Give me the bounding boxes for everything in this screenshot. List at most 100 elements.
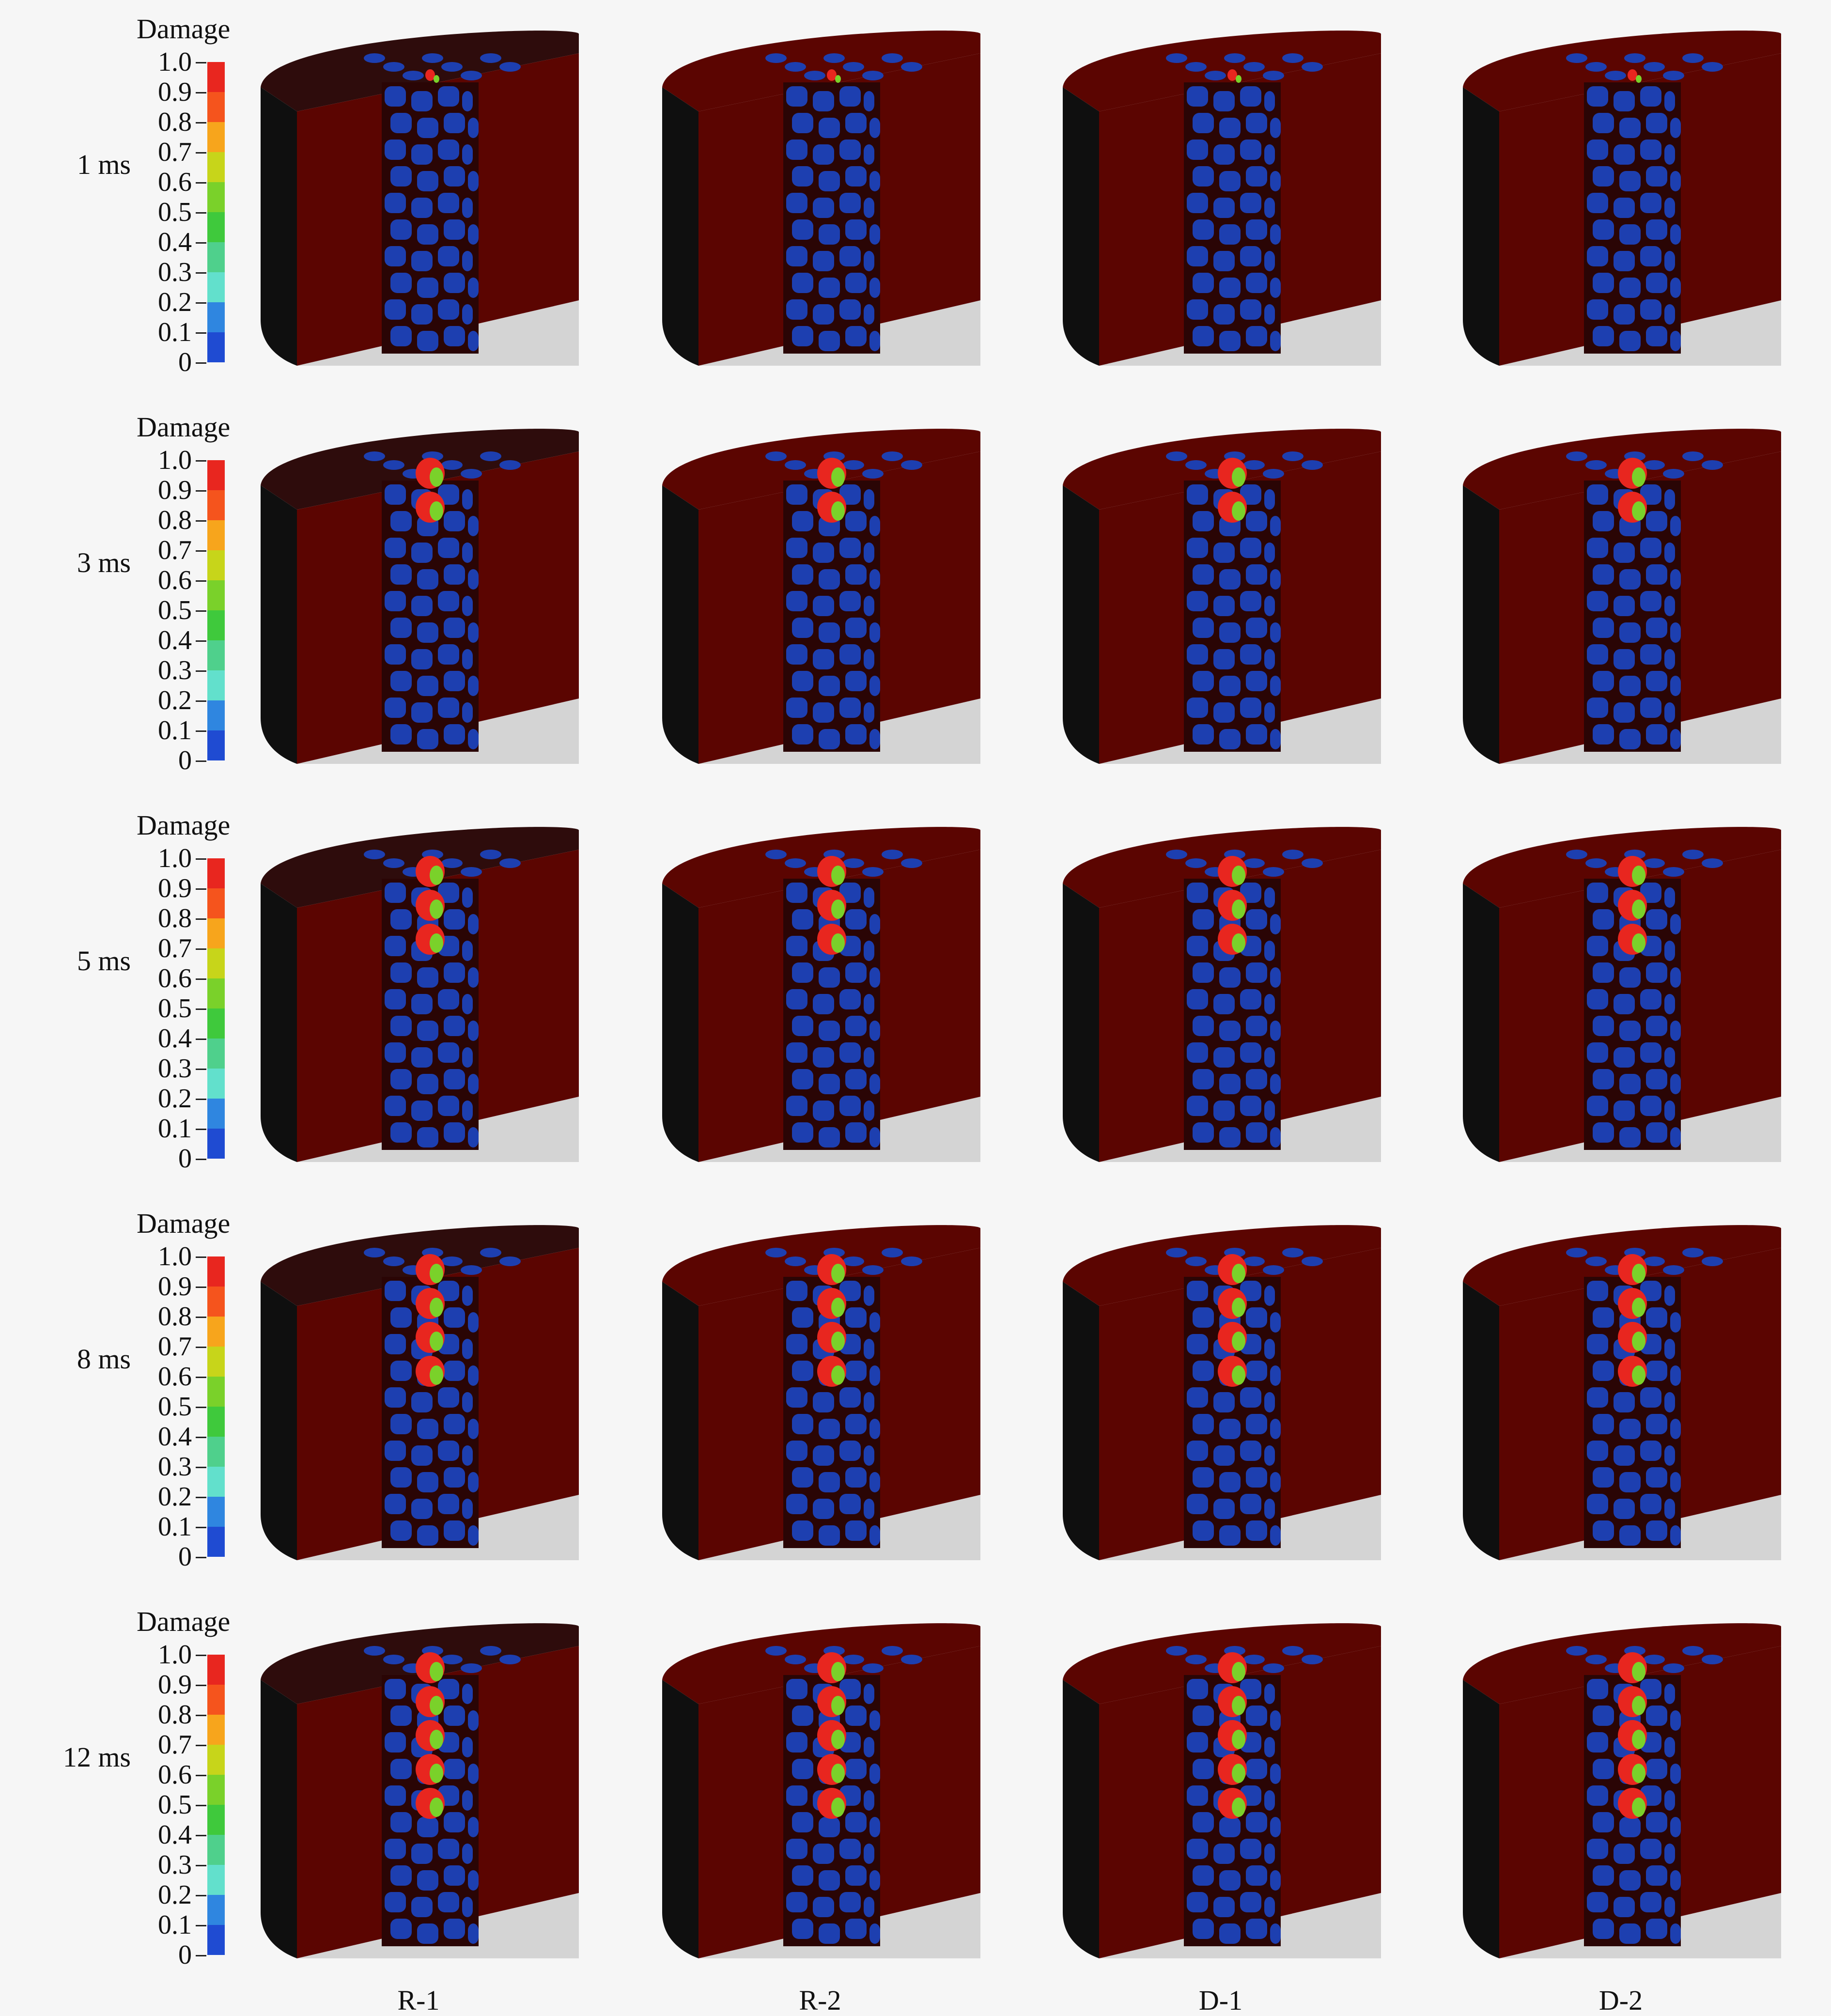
aggregate-particle bbox=[1670, 118, 1681, 138]
aggregate-particle bbox=[864, 1844, 874, 1864]
colorbar-tick-mark bbox=[196, 490, 206, 492]
aggregate-particle bbox=[1644, 62, 1665, 72]
damage-green bbox=[1236, 75, 1241, 83]
colorbar-segment bbox=[207, 888, 225, 918]
aggregate-particle bbox=[813, 251, 834, 271]
damage-green bbox=[831, 1764, 845, 1783]
damage-green bbox=[434, 75, 439, 83]
aggregate-particle bbox=[1664, 1392, 1675, 1412]
aggregate-particle bbox=[1670, 1312, 1681, 1333]
aggregate-particle bbox=[882, 53, 903, 63]
aggregate-particle bbox=[1193, 273, 1214, 293]
colorbar-tick-label: 0.9 bbox=[158, 1670, 192, 1700]
aggregate-particle bbox=[1619, 569, 1641, 589]
colorbar-segment bbox=[207, 92, 225, 122]
aggregate-particle bbox=[462, 304, 473, 325]
aggregate-particle bbox=[819, 622, 840, 643]
aggregate-particle bbox=[385, 1732, 406, 1752]
aggregate-particle bbox=[1264, 198, 1275, 218]
simulation-panel bbox=[258, 825, 579, 1162]
aggregate-particle bbox=[1240, 299, 1261, 320]
damage-zone bbox=[416, 458, 445, 523]
colorbar-tick-mark bbox=[196, 1775, 206, 1776]
aggregate-particle bbox=[462, 251, 473, 271]
aggregate-particle bbox=[468, 729, 479, 749]
colorbar-tick-label: 0.2 bbox=[158, 1084, 192, 1114]
colorbar-tick-label: 0.3 bbox=[158, 1054, 192, 1084]
aggregate-particle bbox=[1240, 698, 1261, 718]
aggregate-particle bbox=[786, 1334, 807, 1354]
aggregate-particle bbox=[1593, 1414, 1614, 1434]
aggregate-particle bbox=[1670, 1419, 1681, 1439]
aggregate-particle bbox=[1246, 1361, 1267, 1381]
aggregate-particle bbox=[845, 724, 867, 744]
aggregate-particle bbox=[1614, 702, 1635, 723]
aggregate-particle bbox=[765, 1248, 787, 1257]
aggregate-particle bbox=[819, 171, 840, 191]
aggregate-particle bbox=[438, 1839, 459, 1859]
aggregate-particle bbox=[869, 914, 880, 934]
aggregate-particle bbox=[1682, 1248, 1704, 1257]
aggregate-particle bbox=[499, 858, 521, 868]
aggregate-particle bbox=[1682, 451, 1704, 461]
colorbar-segment bbox=[207, 1685, 225, 1715]
aggregate-particle bbox=[385, 538, 406, 558]
aggregate-particle bbox=[1664, 91, 1675, 111]
aggregate-particle bbox=[864, 1392, 874, 1412]
colorbar-tick-label: 0.8 bbox=[158, 1302, 192, 1332]
panel-render bbox=[1463, 1623, 1781, 1958]
aggregate-particle bbox=[385, 484, 406, 505]
colorbar-segment bbox=[207, 640, 225, 670]
aggregate-particle bbox=[1646, 1467, 1667, 1488]
panel-render bbox=[1463, 429, 1781, 764]
aggregate-particle bbox=[385, 1494, 406, 1514]
aggregate-particle bbox=[411, 304, 433, 325]
aggregate-particle bbox=[385, 1892, 406, 1912]
aggregate-particle bbox=[786, 140, 807, 160]
damage-green bbox=[1632, 1264, 1645, 1283]
aggregate-particle bbox=[864, 198, 874, 218]
simulation-panel bbox=[660, 1224, 980, 1560]
colorbar-tick-label: 0.2 bbox=[158, 1482, 192, 1512]
aggregate-particle bbox=[1593, 113, 1614, 133]
aggregate-particle bbox=[1219, 622, 1241, 643]
aggregate-particle bbox=[1593, 326, 1614, 346]
aggregate-particle bbox=[1193, 1414, 1214, 1434]
aggregate-particle bbox=[1619, 1817, 1641, 1837]
aggregate-particle bbox=[444, 113, 465, 133]
aggregate-particle bbox=[1664, 649, 1675, 669]
aggregate-particle bbox=[468, 1525, 479, 1546]
curved-side bbox=[261, 1282, 297, 1560]
aggregate-particle bbox=[1213, 994, 1235, 1014]
aggregate-particle bbox=[383, 460, 404, 470]
aggregate-particle bbox=[1664, 887, 1675, 908]
damage-green bbox=[831, 1298, 845, 1317]
colorbar-tick-label: 0.5 bbox=[158, 197, 192, 227]
aggregate-particle bbox=[1193, 909, 1214, 930]
aggregate-particle bbox=[438, 1042, 459, 1063]
aggregate-particle bbox=[1213, 1047, 1235, 1068]
aggregate-particle bbox=[1664, 596, 1675, 616]
aggregate-particle bbox=[869, 1923, 880, 1944]
aggregate-particle bbox=[1243, 62, 1265, 72]
aggregate-particle bbox=[1219, 967, 1241, 988]
particle-column bbox=[783, 82, 880, 354]
aggregate-particle bbox=[1246, 671, 1267, 691]
simulation-panel bbox=[258, 1224, 579, 1560]
aggregate-particle bbox=[462, 144, 473, 165]
aggregate-particle bbox=[1702, 1256, 1723, 1266]
aggregate-particle bbox=[390, 1467, 412, 1488]
panel-render bbox=[1463, 827, 1781, 1162]
aggregate-particle bbox=[1187, 1785, 1208, 1806]
colorbar-tick-label: 0.1 bbox=[158, 715, 192, 745]
colorbar-tick-label: 0.4 bbox=[158, 1024, 192, 1054]
aggregate-particle bbox=[1593, 1865, 1614, 1886]
damage-green bbox=[831, 1798, 845, 1817]
aggregate-particle bbox=[1640, 1387, 1661, 1408]
aggregate-particle bbox=[390, 1414, 412, 1434]
aggregate-particle bbox=[468, 1021, 479, 1041]
aggregate-particle bbox=[1640, 86, 1661, 107]
aggregate-particle bbox=[1219, 1419, 1241, 1439]
aggregate-particle bbox=[839, 1096, 861, 1116]
curved-side bbox=[1463, 884, 1499, 1162]
